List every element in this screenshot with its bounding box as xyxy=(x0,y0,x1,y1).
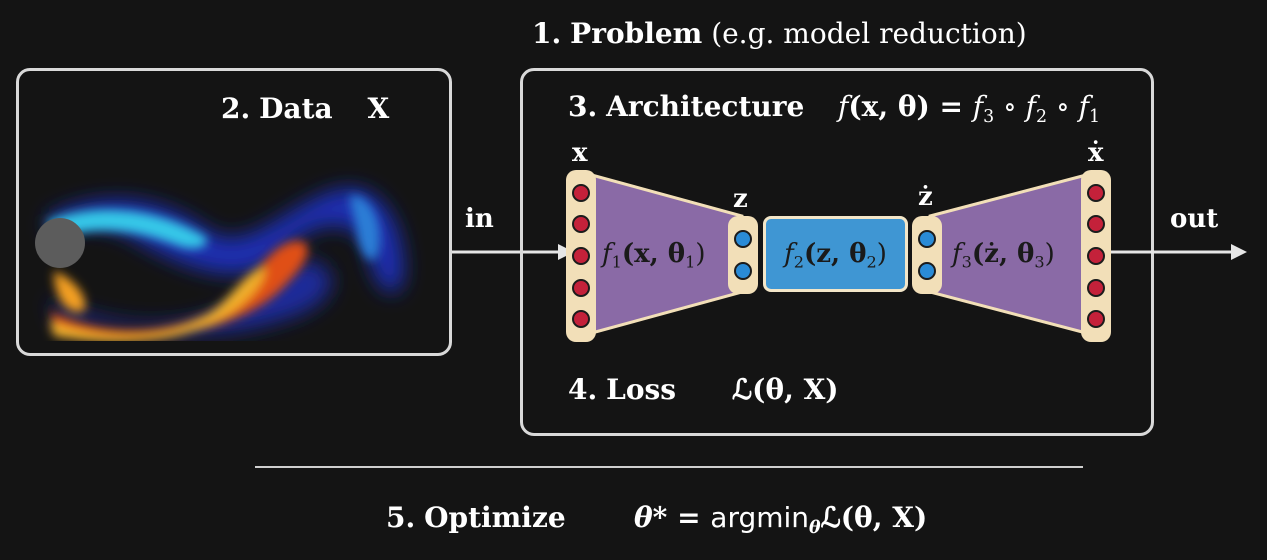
latent-zdot-label: ż xyxy=(918,182,933,212)
input-node xyxy=(572,278,590,297)
f3-argsub: 3 xyxy=(1034,252,1045,272)
latent-z-label: z xyxy=(733,184,748,214)
in-label: in xyxy=(465,204,494,234)
optimize-heading: 5. Optimize xyxy=(386,504,566,532)
latent-node xyxy=(734,230,752,248)
f3-args: (ż, θ xyxy=(971,239,1035,269)
output-node xyxy=(1087,183,1105,202)
loss-number: 4. xyxy=(568,373,598,406)
latent-dot-node xyxy=(918,230,936,248)
out-arrow xyxy=(1111,244,1247,260)
loss-formula: ℒ(θ, X) xyxy=(732,373,839,406)
comp-f3: f xyxy=(972,90,984,123)
output-layer xyxy=(1081,170,1111,342)
loss-title: Loss xyxy=(606,373,677,406)
architecture-number: 3. xyxy=(568,90,598,123)
problem-note: (e.g. model reduction) xyxy=(711,17,1027,50)
comp-f1: f xyxy=(1078,90,1089,123)
f1-argsub: 1 xyxy=(685,252,696,272)
input-node xyxy=(572,183,590,202)
data-panel: 2. Data X xyxy=(16,68,452,356)
optimize-lhs: θ* = xyxy=(634,501,711,534)
optimize-fn: argmin xyxy=(710,501,810,534)
comp-sub1: 1 xyxy=(1088,107,1101,128)
output-node xyxy=(1087,215,1105,234)
input-x-label: x xyxy=(572,138,588,168)
optimize-title: Optimize xyxy=(424,501,566,534)
f1-args: (x, θ xyxy=(621,239,686,269)
problem-title: Problem xyxy=(570,17,703,50)
input-node xyxy=(572,310,590,329)
dynamics-function-label: f2(z, θ2) xyxy=(784,239,887,270)
input-node xyxy=(572,215,590,234)
comp-op2: ∘ xyxy=(1047,90,1079,123)
optimize-sub: θ xyxy=(809,518,821,539)
f2-args: (z, θ xyxy=(803,239,867,269)
problem-heading: 1. Problem (e.g. model reduction) xyxy=(532,20,1027,48)
output-xdot-label: ẋ xyxy=(1088,138,1104,168)
comp-op1: ∘ xyxy=(994,90,1026,123)
optimize-rhs: ℒ(θ, X) xyxy=(820,501,928,534)
divider-line xyxy=(255,466,1083,468)
latent-dot-node xyxy=(918,262,936,280)
f2-sub: 2 xyxy=(793,252,804,272)
comp-f2: f xyxy=(1025,90,1037,123)
problem-number: 1. xyxy=(532,17,562,50)
output-node xyxy=(1087,246,1105,265)
architecture-formula: f(x, θ) = f3 ∘ f2 ∘ f1 xyxy=(838,90,1100,126)
dynamics-box: f2(z, θ2) xyxy=(763,216,908,292)
input-node xyxy=(572,246,590,265)
formula-args: (x, θ) = xyxy=(848,90,973,123)
autoencoder-diagram xyxy=(586,172,1092,336)
data-number: 2. xyxy=(221,92,251,125)
comp-sub2: 2 xyxy=(1036,107,1048,128)
output-node xyxy=(1087,278,1105,297)
flow-field-image xyxy=(35,187,404,341)
formula-f: f xyxy=(838,90,849,123)
f3-sub: 3 xyxy=(961,252,972,272)
out-label: out xyxy=(1170,204,1219,234)
architecture-title: Architecture xyxy=(606,90,805,123)
loss-heading: 4. Loss xyxy=(568,376,676,404)
data-symbol: X xyxy=(367,92,390,125)
latent-zdot-layer xyxy=(912,216,942,294)
f1-close: ) xyxy=(695,239,706,269)
f1-f: f xyxy=(602,239,612,269)
f2-f: f xyxy=(784,239,794,269)
f3-f: f xyxy=(952,239,962,269)
f1-sub: 1 xyxy=(611,252,622,272)
f2-argsub: 2 xyxy=(866,252,877,272)
output-node xyxy=(1087,310,1105,329)
latent-z-layer xyxy=(728,216,758,294)
data-heading: 2. Data X xyxy=(221,95,389,123)
data-title: Data xyxy=(259,92,333,125)
f3-close: ) xyxy=(1044,239,1055,269)
cylinder-obstacle xyxy=(35,218,85,268)
latent-node xyxy=(734,262,752,280)
encoder-function-label: f1(x, θ1) xyxy=(602,239,706,270)
f2-close: ) xyxy=(876,239,887,269)
optimize-number: 5. xyxy=(386,501,416,534)
decoder-function-label: f3(ż, θ3) xyxy=(952,239,1055,270)
architecture-heading: 3. Architecture xyxy=(568,93,804,121)
comp-sub3: 3 xyxy=(983,107,995,128)
optimize-formula: θ* = argminθℒ(θ, X) xyxy=(634,501,928,537)
input-layer xyxy=(566,170,596,342)
